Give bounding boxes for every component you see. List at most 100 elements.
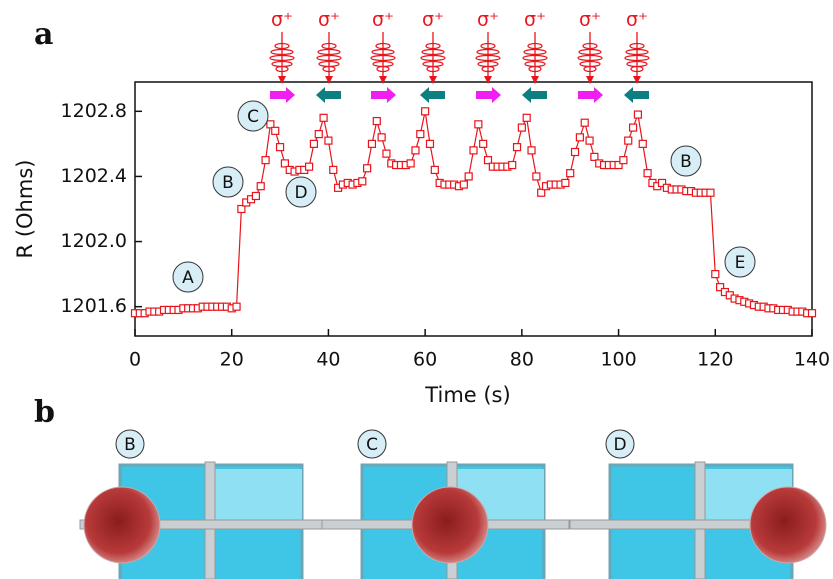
pulse-wave	[421, 48, 445, 56]
pulse-wave	[522, 54, 548, 62]
data-point	[232, 302, 241, 311]
annotation: C	[366, 435, 378, 455]
pulse-head	[531, 76, 539, 84]
data-point	[271, 126, 280, 135]
data-point	[479, 139, 488, 148]
data-point	[619, 156, 628, 165]
pulse-label: σ⁺	[422, 9, 444, 31]
y-tick-label: 1202.0	[61, 230, 127, 252]
annotation: B	[222, 173, 234, 193]
pulse-head	[586, 76, 594, 84]
data-point	[580, 118, 589, 127]
pulse-wave	[583, 65, 597, 73]
pulse-wave	[578, 48, 602, 56]
x-tick-label: 140	[794, 349, 830, 371]
data-point	[566, 169, 575, 178]
data-point	[372, 116, 381, 126]
annotation-circle	[285, 176, 317, 208]
data-point	[411, 146, 420, 155]
pulse-wave	[629, 42, 645, 50]
annotation: D	[613, 435, 626, 455]
data-point	[537, 188, 546, 197]
pulse-label: σ⁺	[524, 9, 546, 31]
pulse-wave	[274, 42, 290, 50]
annotation: A	[182, 268, 194, 288]
data-point	[585, 136, 594, 145]
data-point	[367, 139, 377, 148]
pulse-wave	[375, 42, 391, 50]
annotation-circle	[605, 429, 635, 459]
data-point	[575, 133, 584, 142]
pulse-wave	[476, 48, 500, 56]
data-point	[256, 182, 265, 191]
pulse-wave	[376, 65, 390, 73]
pulse-wave	[577, 54, 603, 62]
pulse-wave	[275, 65, 289, 73]
x-tick-label: 40	[316, 349, 340, 371]
data-point	[329, 165, 338, 175]
pulse-arrow	[420, 87, 445, 103]
data-point	[706, 188, 715, 197]
pane-light	[214, 469, 302, 524]
data-point	[522, 113, 531, 122]
data-point	[657, 178, 667, 188]
data-point	[382, 149, 391, 158]
pulse-label: σ⁺	[271, 9, 293, 31]
y-tick-label: 1202.4	[61, 165, 127, 187]
pulse-label: σ⁺	[477, 9, 499, 31]
ball	[749, 486, 827, 564]
x-tick-label: 20	[220, 349, 244, 371]
data-point	[309, 139, 319, 148]
ball	[83, 486, 161, 564]
data-point	[532, 172, 541, 181]
data-point	[261, 156, 270, 165]
data-point	[459, 180, 468, 189]
pulse-head	[484, 76, 492, 84]
pulse-wave	[370, 54, 396, 62]
data-point	[807, 309, 817, 318]
data-point	[304, 162, 314, 171]
data-point	[324, 136, 333, 145]
pulse-arrow	[578, 87, 603, 103]
data-point	[251, 191, 260, 201]
pulse-wave	[270, 48, 294, 56]
pulse-wave	[317, 48, 341, 56]
annotation-circle	[212, 166, 244, 198]
data-line	[135, 111, 812, 314]
annotation: E	[735, 253, 746, 273]
annotation-circle	[724, 246, 756, 278]
pulse-wave	[480, 42, 496, 50]
pulse-wave	[269, 54, 295, 62]
pulse-wave	[630, 65, 644, 73]
data-point	[643, 169, 652, 178]
pulse-wave	[420, 54, 446, 62]
data-point	[416, 130, 425, 139]
pulse-wave	[321, 42, 337, 50]
annotation: D	[294, 183, 307, 203]
pulse-wave	[475, 54, 501, 62]
pulse-wave	[582, 42, 598, 50]
pulse-arrow	[371, 87, 396, 103]
pulse-label: σ⁺	[626, 9, 648, 31]
pulse-arrow	[316, 87, 341, 103]
data-point	[711, 270, 720, 279]
data-point	[266, 120, 275, 129]
data-point	[716, 283, 725, 292]
annotation: C	[247, 107, 259, 127]
data-point	[377, 133, 386, 142]
data-point	[527, 146, 536, 155]
annotation-circle	[237, 100, 269, 132]
data-point	[624, 136, 633, 145]
data-point	[430, 165, 439, 175]
data-point	[464, 172, 473, 181]
data-point	[628, 123, 638, 132]
pulse-wave	[316, 54, 342, 62]
pulse-wave	[527, 42, 543, 50]
data-point	[275, 143, 285, 152]
pulse-arrow	[522, 87, 547, 103]
pulse-wave	[523, 48, 547, 56]
data-point	[570, 147, 580, 157]
pulse-head	[379, 76, 387, 84]
data-point	[358, 177, 367, 186]
data-point	[406, 159, 415, 168]
